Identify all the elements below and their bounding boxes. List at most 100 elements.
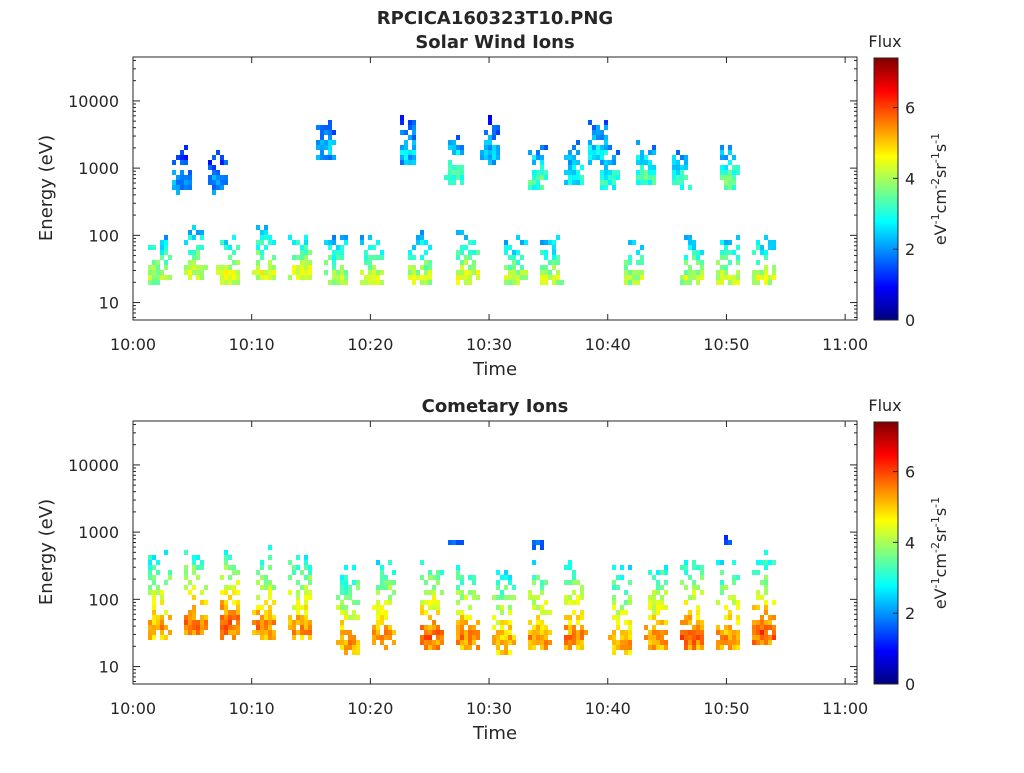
heatmap-cell	[344, 280, 348, 285]
colorbar-tick-label: 0	[905, 675, 915, 694]
heatmap-cell	[184, 155, 188, 160]
heatmap-cell	[308, 590, 312, 595]
heatmap-cell	[220, 615, 224, 620]
heatmap-cell	[716, 640, 720, 645]
heatmap-cell	[692, 270, 696, 275]
heatmap-cell	[576, 620, 580, 625]
heatmap-cell	[164, 265, 168, 270]
heatmap-cell	[376, 275, 380, 280]
heatmap-cell	[696, 645, 700, 650]
heatmap-cell	[268, 620, 272, 625]
heatmap-cell	[256, 225, 260, 230]
heatmap-cell	[456, 175, 460, 180]
heatmap-cell	[756, 640, 760, 645]
heatmap-cell	[540, 590, 544, 595]
heatmap-cell	[676, 165, 680, 170]
heatmap-cell	[160, 600, 164, 605]
heatmap-cell	[408, 275, 412, 280]
heatmap-cell	[700, 270, 704, 275]
heatmap-cell	[404, 150, 408, 155]
heatmap-cell	[160, 255, 164, 260]
heatmap-cell	[672, 175, 676, 180]
panel-title: Cometary Ions	[422, 396, 569, 417]
heatmap-cell	[684, 640, 688, 645]
heatmap-cell	[568, 615, 572, 620]
heatmap-cell	[196, 275, 200, 280]
heatmap-cell	[344, 640, 348, 645]
heatmap-cell	[448, 165, 452, 170]
heatmap-cell	[436, 580, 440, 585]
heatmap-cell	[564, 155, 568, 160]
heatmap-cell	[404, 140, 408, 145]
heatmap-cell	[460, 590, 464, 595]
heatmap-cell	[352, 610, 356, 615]
heatmap-cell	[556, 255, 560, 260]
heatmap-cell	[764, 590, 768, 595]
heatmap-cell	[300, 630, 304, 635]
heatmap-cell	[592, 145, 596, 150]
heatmap-cell	[484, 155, 488, 160]
heatmap-cell	[612, 585, 616, 590]
heatmap-cell	[192, 255, 196, 260]
heatmap-cell	[488, 140, 492, 145]
heatmap-cell	[148, 265, 152, 270]
heatmap-cell	[148, 590, 152, 595]
heatmap-cell	[504, 645, 508, 650]
heatmap-cell	[680, 580, 684, 585]
heatmap-cell	[424, 645, 428, 650]
heatmap-cell	[296, 590, 300, 595]
heatmap-cell	[624, 620, 628, 625]
heatmap-cell	[152, 580, 156, 585]
heatmap-cell	[724, 180, 728, 185]
heatmap-cell	[492, 150, 496, 155]
heatmap-cell	[256, 240, 260, 245]
heatmap-cell	[236, 605, 240, 610]
heatmap-cell	[548, 630, 552, 635]
heatmap-cell	[252, 630, 256, 635]
heatmap-cell	[448, 175, 452, 180]
heatmap-cell	[300, 245, 304, 250]
heatmap-cell	[340, 275, 344, 280]
heatmap-cell	[752, 635, 756, 640]
heatmap-cell	[528, 640, 532, 645]
heatmap-cell	[340, 590, 344, 595]
heatmap-cell	[456, 280, 460, 285]
heatmap-cell	[380, 615, 384, 620]
heatmap-cell	[656, 610, 660, 615]
heatmap-cell	[224, 565, 228, 570]
heatmap-cell	[408, 270, 412, 275]
heatmap-cell	[600, 145, 604, 150]
heatmap-cell	[720, 640, 724, 645]
heatmap-cell	[260, 250, 264, 255]
heatmap-cell	[512, 270, 516, 275]
heatmap-cell	[684, 615, 688, 620]
heatmap-cell	[656, 605, 660, 610]
heatmap-cell	[332, 130, 336, 135]
heatmap-cell	[496, 595, 500, 600]
heatmap-cell	[504, 265, 508, 270]
heatmap-cell	[680, 565, 684, 570]
heatmap-cell	[680, 630, 684, 635]
heatmap-cell	[512, 275, 516, 280]
heatmap-cell	[516, 235, 520, 240]
heatmap-cell	[768, 640, 772, 645]
heatmap-cell	[492, 635, 496, 640]
heatmap-cell	[200, 270, 204, 275]
heatmap-cell	[300, 250, 304, 255]
heatmap-cell	[428, 615, 432, 620]
heatmap-cell	[220, 280, 224, 285]
heatmap-cell	[424, 280, 428, 285]
heatmap-cell	[508, 280, 512, 285]
y-tick-label: 1000	[78, 159, 119, 178]
heatmap-cell	[608, 145, 612, 150]
heatmap-cell	[768, 245, 772, 250]
heatmap-cell	[620, 605, 624, 610]
heatmap-cell	[760, 595, 764, 600]
heatmap-cell	[192, 605, 196, 610]
heatmap-cell	[640, 275, 644, 280]
heatmap-cell	[680, 635, 684, 640]
heatmap-cell	[720, 280, 724, 285]
heatmap-cell	[568, 600, 572, 605]
heatmap-cell	[488, 120, 492, 125]
heatmap-cell	[520, 240, 524, 245]
